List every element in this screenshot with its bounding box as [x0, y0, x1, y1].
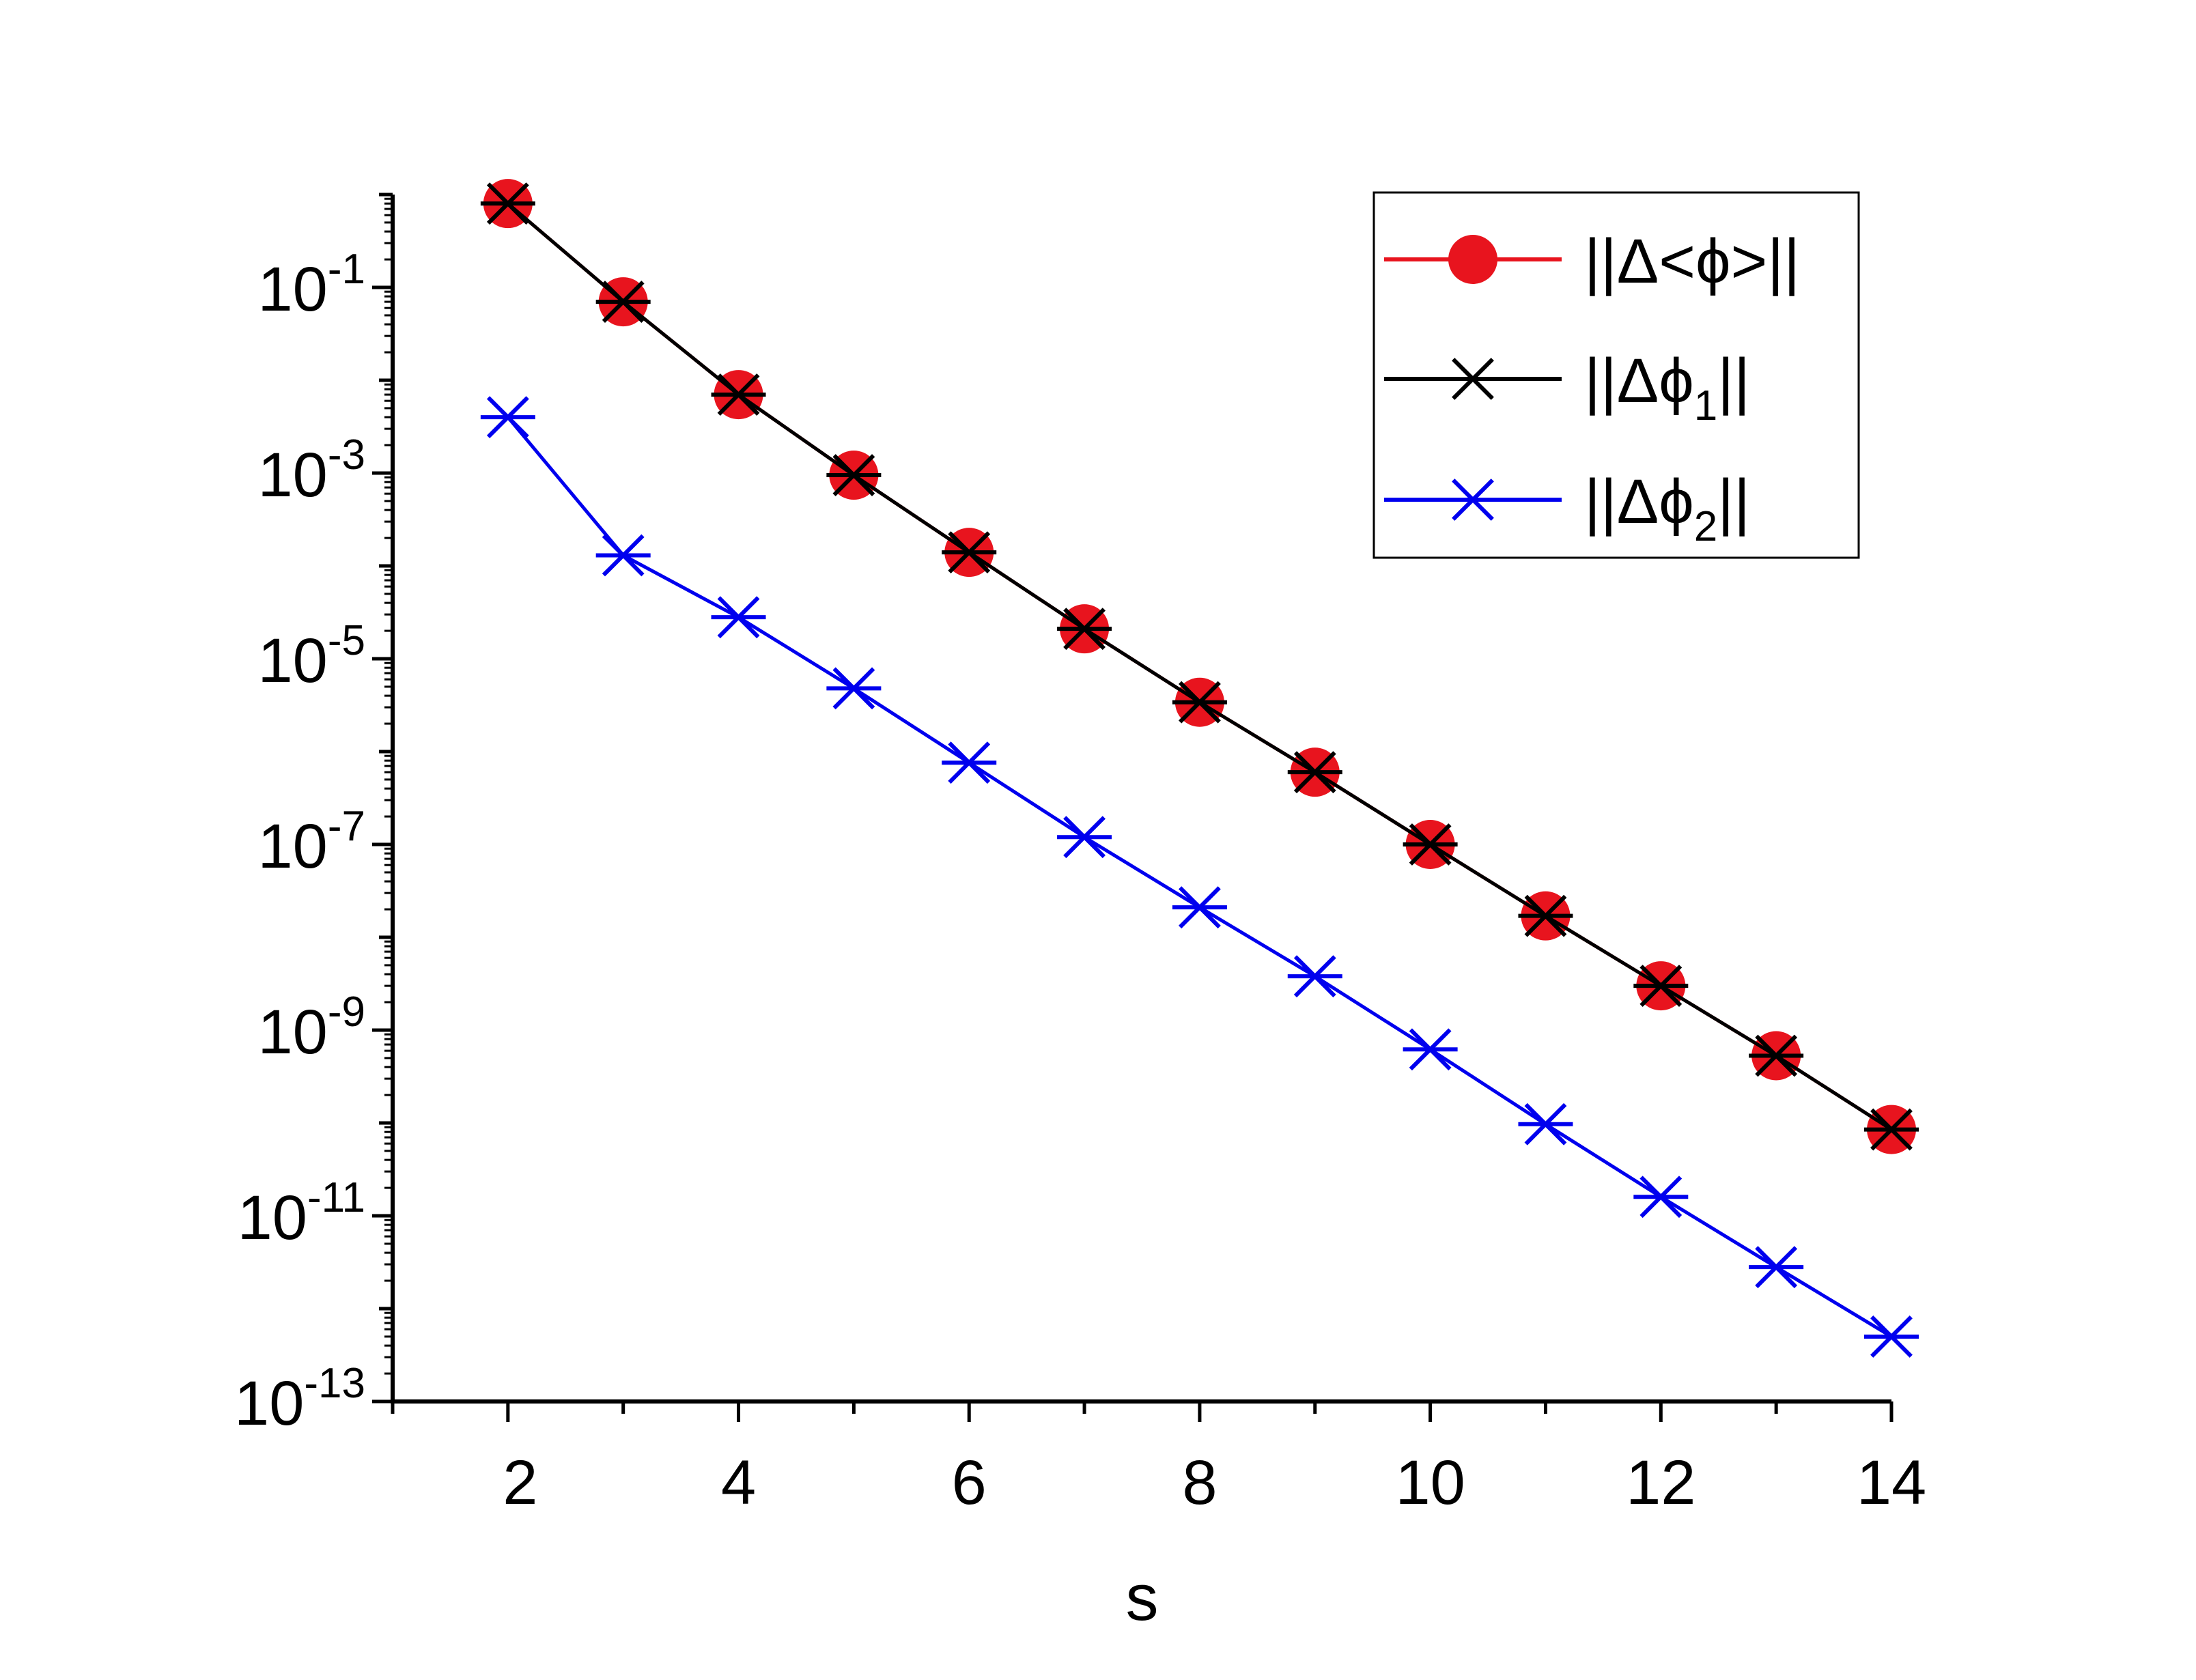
series-3-point: [1749, 1246, 1804, 1289]
y-tick-label: 10-9: [258, 988, 365, 1067]
y-tick-label: 10-13: [234, 1360, 365, 1438]
series-2-point: [480, 182, 535, 225]
series-2-point: [1864, 1108, 1919, 1151]
series-3-point: [1518, 1102, 1573, 1145]
series-3-point: [1057, 816, 1112, 859]
series-2-point: [1057, 608, 1112, 651]
series-3-point: [942, 741, 997, 784]
series-3-point: [595, 534, 651, 577]
legend-item-3: ||Δϕ2||: [1384, 467, 1750, 550]
series-3-point: [480, 396, 535, 439]
y-tick-label: 10-1: [258, 246, 365, 324]
x-tick-label: 4: [721, 1448, 756, 1518]
series-2-point: [595, 281, 651, 323]
y-tick-label: 10-11: [238, 1174, 365, 1253]
y-tick-label: 10-5: [258, 617, 365, 696]
series-3-point: [1403, 1028, 1458, 1071]
x-tick-label: 10: [1395, 1448, 1465, 1518]
x-axis-title: s: [1126, 1561, 1159, 1634]
series-3-point: [1633, 1176, 1689, 1219]
legend-label: ||Δϕ2||: [1584, 467, 1750, 550]
series-2-point: [1749, 1034, 1804, 1077]
y-tick-label: 10-7: [258, 803, 365, 881]
series-3-point: [1864, 1315, 1919, 1358]
x-tick-label: 8: [1182, 1448, 1217, 1518]
legend-item-2: ||Δϕ1||: [1384, 346, 1750, 429]
legend-marker: [1448, 235, 1497, 284]
series-3: [480, 396, 1919, 1358]
series-3-point: [1287, 955, 1342, 998]
legend-label: ||Δ<ϕ>||: [1584, 227, 1800, 296]
series-3-point: [711, 596, 766, 639]
series-2-point: [1403, 823, 1458, 866]
series-2-point: [1633, 965, 1689, 1008]
x-tick-label: 14: [1857, 1448, 1926, 1518]
legend-marker: [1446, 358, 1500, 400]
series-2-point: [1287, 751, 1342, 794]
x-tick-label: 2: [503, 1448, 537, 1518]
series-2-point: [711, 373, 766, 416]
legend-marker: [1446, 479, 1500, 521]
series-2: [480, 182, 1919, 1151]
x-tick-label: 6: [952, 1448, 987, 1518]
series-2-point: [826, 454, 882, 496]
series-2-point: [1172, 681, 1227, 724]
x-tick-label: 12: [1626, 1448, 1695, 1518]
series-2-point: [942, 531, 997, 574]
series-layer: [480, 179, 1919, 1358]
series-3-point: [826, 667, 882, 710]
legend-label: ||Δϕ1||: [1584, 346, 1750, 429]
y-tick-label: 10-3: [258, 431, 365, 510]
legend-item-1: ||Δ<ϕ>||: [1384, 227, 1800, 296]
legend: ||Δ<ϕ>|| ||Δϕ1|| ||Δϕ2||: [1372, 191, 1860, 559]
series-2-point: [1518, 894, 1573, 937]
series-3-point: [1172, 886, 1227, 929]
axes: 2 4 6 8 10 12 14 10-1 10-3 10-5 10-7 10-9 10-11 10-13: [234, 193, 1926, 1518]
